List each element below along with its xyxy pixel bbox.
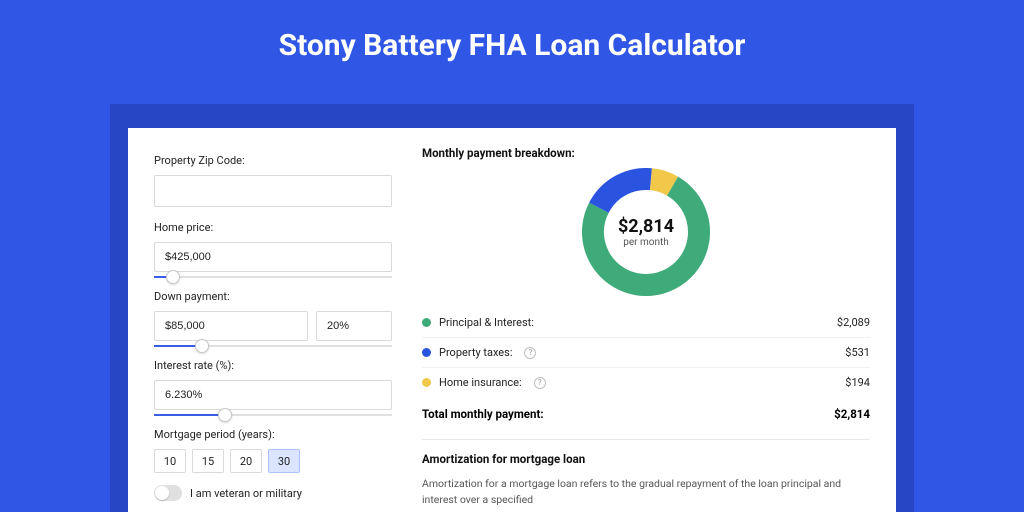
- legend-value: $194: [845, 376, 870, 389]
- legend-left: Principal & Interest:: [422, 316, 534, 329]
- zip-input[interactable]: [154, 175, 392, 207]
- down-payment-label: Down payment:: [154, 290, 410, 303]
- down-payment-input[interactable]: [154, 311, 308, 341]
- donut-chart-wrap: $2,814 per month: [422, 168, 870, 296]
- slider-thumb[interactable]: [218, 408, 232, 422]
- interest-rate-slider[interactable]: [154, 414, 392, 416]
- period-button-20[interactable]: 20: [230, 449, 262, 473]
- period-options: 10152030: [154, 449, 410, 473]
- calculator-card: Property Zip Code: Home price: Down paym…: [128, 128, 896, 512]
- amortization-text: Amortization for a mortgage loan refers …: [422, 476, 870, 508]
- period-button-15[interactable]: 15: [192, 449, 224, 473]
- legend-row: Principal & Interest: $2,089: [422, 308, 870, 338]
- zip-label: Property Zip Code:: [154, 154, 410, 167]
- page-background: Stony Battery FHA Loan Calculator Proper…: [0, 0, 1024, 512]
- interest-rate-label: Interest rate (%):: [154, 359, 410, 372]
- legend-dot: [422, 348, 431, 357]
- help-icon[interactable]: ?: [534, 377, 546, 389]
- veteran-label: I am veteran or military: [190, 487, 302, 500]
- total-label: Total monthly payment:: [422, 407, 544, 421]
- period-button-30[interactable]: 30: [268, 449, 300, 473]
- home-price-input[interactable]: [154, 242, 392, 272]
- legend-dot: [422, 378, 431, 387]
- legend-left: Property taxes:?: [422, 346, 536, 359]
- legend-label: Principal & Interest:: [439, 316, 534, 329]
- legend-value: $2,089: [837, 316, 870, 329]
- home-price-slider[interactable]: [154, 276, 392, 278]
- legend-left: Home insurance:?: [422, 376, 546, 389]
- legend-label: Home insurance:: [439, 376, 522, 389]
- slider-fill: [154, 414, 225, 416]
- interest-rate-input[interactable]: [154, 380, 392, 410]
- legend-dot: [422, 318, 431, 327]
- veteran-toggle[interactable]: [154, 485, 182, 501]
- legend-label: Property taxes:: [439, 346, 512, 359]
- legend-row: Property taxes:? $531: [422, 338, 870, 368]
- period-button-10[interactable]: 10: [154, 449, 186, 473]
- donut-amount: $2,814: [618, 216, 674, 237]
- page-title: Stony Battery FHA Loan Calculator: [0, 0, 1024, 75]
- legend-value: $531: [845, 346, 870, 359]
- donut-chart: $2,814 per month: [582, 168, 710, 296]
- home-price-label: Home price:: [154, 221, 410, 234]
- legend-row: Home insurance:? $194: [422, 368, 870, 397]
- veteran-row: I am veteran or military: [154, 485, 410, 501]
- divider: [422, 439, 870, 440]
- slider-thumb[interactable]: [195, 339, 209, 353]
- amortization-title: Amortization for mortgage loan: [422, 452, 870, 466]
- down-payment-slider[interactable]: [154, 345, 392, 347]
- total-row: Total monthly payment: $2,814: [422, 397, 870, 435]
- total-value: $2,814: [834, 407, 870, 421]
- donut-center: $2,814 per month: [618, 216, 674, 248]
- form-column: Property Zip Code: Home price: Down paym…: [128, 128, 410, 512]
- donut-sub: per month: [618, 237, 674, 248]
- breakdown-title: Monthly payment breakdown:: [422, 146, 870, 160]
- down-payment-percent-input[interactable]: [316, 311, 392, 341]
- period-label: Mortgage period (years):: [154, 428, 410, 441]
- breakdown-column: Monthly payment breakdown: $2,814 per mo…: [410, 128, 896, 512]
- toggle-knob: [155, 486, 169, 500]
- help-icon[interactable]: ?: [524, 347, 536, 359]
- legend-rows: Principal & Interest: $2,089 Property taxe…: [422, 308, 870, 397]
- slider-thumb[interactable]: [166, 270, 180, 284]
